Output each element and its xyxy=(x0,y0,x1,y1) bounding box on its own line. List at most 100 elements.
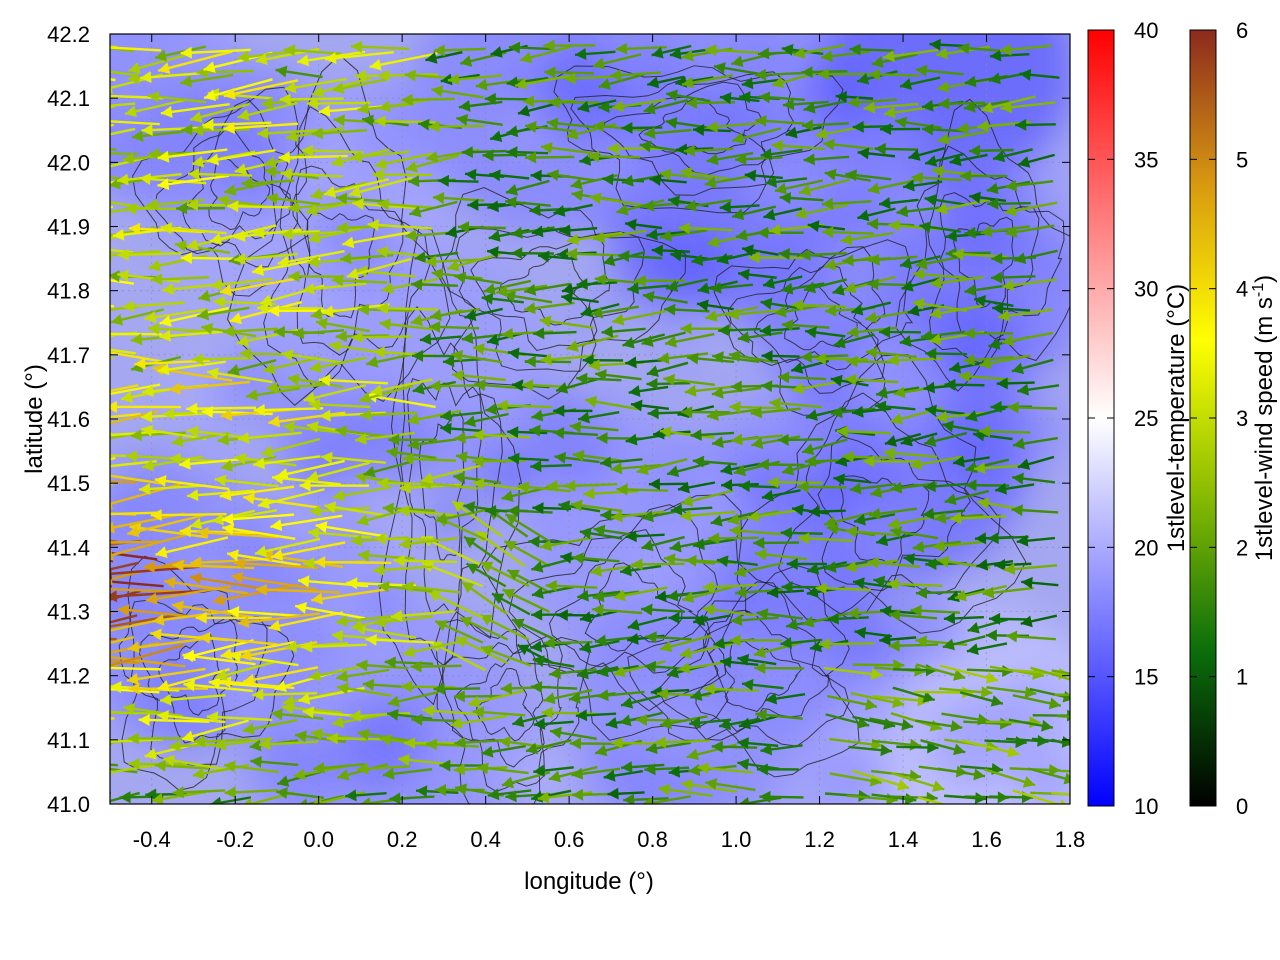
wind-vector xyxy=(920,739,966,756)
wind-vector xyxy=(208,676,279,690)
wind-vector xyxy=(411,713,460,726)
wind-vector xyxy=(369,52,438,71)
wind-vector xyxy=(128,53,188,74)
wind-vector xyxy=(924,480,968,493)
wind-vector xyxy=(271,708,324,721)
wind-vector xyxy=(925,404,965,417)
wind-vector xyxy=(440,409,484,422)
wind-vector xyxy=(756,763,799,776)
wind-vector xyxy=(900,432,938,447)
wind-vector xyxy=(847,96,898,109)
y-tick-label: 41.8 xyxy=(47,279,90,304)
wind-vector xyxy=(570,499,623,513)
wind-vector xyxy=(110,147,117,152)
wind-vector xyxy=(791,299,846,312)
wind-vector xyxy=(147,90,206,104)
wind-vector xyxy=(533,717,574,730)
wind-vector xyxy=(151,790,207,804)
wind-vector xyxy=(814,352,868,365)
wind-vector xyxy=(384,656,434,669)
wind-vector xyxy=(868,253,918,266)
wind-vector xyxy=(1051,669,1070,675)
wind-vector xyxy=(646,75,685,89)
wind-vector xyxy=(852,577,893,590)
wind-vector xyxy=(670,503,713,516)
wind-vector xyxy=(747,508,803,523)
wind-vector xyxy=(543,39,596,52)
wind-vector xyxy=(894,116,942,130)
wind-vector xyxy=(986,686,1037,699)
wind-vector xyxy=(110,180,118,184)
wind-vector xyxy=(259,738,319,751)
wind-vector xyxy=(685,97,736,110)
wind-vector xyxy=(681,585,733,604)
wind-vector xyxy=(157,668,230,692)
wind-vector xyxy=(422,704,482,717)
wind-vector xyxy=(965,458,1010,474)
wind-vector xyxy=(879,633,917,646)
wind-vector xyxy=(591,305,639,319)
wind-vector xyxy=(806,561,848,575)
wind-vector xyxy=(410,660,462,673)
wind-vector xyxy=(431,85,484,99)
wind-vector xyxy=(257,302,324,315)
wind-vector xyxy=(245,387,300,401)
wind-vector xyxy=(174,239,231,254)
wind-vector xyxy=(110,120,160,126)
wind-vector xyxy=(846,355,899,368)
wind-vector xyxy=(110,643,185,667)
wind-vector xyxy=(857,207,896,222)
wind-vector xyxy=(969,144,1014,157)
wind-vector xyxy=(641,603,686,616)
wind-vector xyxy=(576,278,618,291)
wind-vector xyxy=(412,349,456,362)
wind-vector xyxy=(751,435,801,450)
wind-vector xyxy=(206,711,273,724)
x-tick-label: 1.8 xyxy=(1055,827,1086,852)
x-tick-label: 0.2 xyxy=(387,827,418,852)
wind-vector xyxy=(517,481,571,494)
wind-vector xyxy=(719,92,760,105)
wind-vector xyxy=(451,369,506,382)
wind-vector xyxy=(110,767,138,774)
wind-vector xyxy=(599,456,643,469)
x-tick-label: 0.8 xyxy=(637,827,668,852)
wind-vector xyxy=(901,277,941,292)
wind-vector xyxy=(523,301,575,315)
wind-colorbar: 0 1 2 3 4 5 6 1stlevel-wind speed (m s-1) xyxy=(1189,18,1278,819)
colorbar-tick-label: 40 xyxy=(1134,18,1158,43)
wind-vector xyxy=(677,481,716,494)
wind-vector xyxy=(110,474,163,485)
wind-vector xyxy=(1000,101,1056,114)
wind-vector xyxy=(262,356,320,375)
wind-vector xyxy=(342,231,411,249)
wind-vector xyxy=(979,354,1031,370)
wind-vector xyxy=(731,127,782,144)
wind-vector xyxy=(912,268,967,281)
wind-vector xyxy=(625,356,664,369)
wind-vector xyxy=(151,273,209,286)
wind-vector xyxy=(1002,278,1057,292)
wind-vector xyxy=(271,541,346,561)
wind-vector xyxy=(543,688,593,705)
wind-vector xyxy=(731,433,784,446)
wind-vector xyxy=(963,100,1009,113)
wind-vector xyxy=(730,614,779,627)
wind-vector xyxy=(320,451,386,464)
wind-vector xyxy=(815,582,871,595)
wind-vector xyxy=(678,222,733,235)
wind-vector xyxy=(1051,738,1070,746)
wind-vector xyxy=(451,349,503,364)
wind-vector xyxy=(1013,249,1058,265)
wind-vector xyxy=(288,270,344,283)
wind-vector xyxy=(575,709,617,722)
wind-vector xyxy=(820,50,871,63)
wind-vector xyxy=(277,250,345,268)
wind-vector xyxy=(657,352,709,365)
wind-vector xyxy=(1005,224,1055,238)
wind-vector xyxy=(892,686,936,703)
wind-vector xyxy=(807,220,846,233)
y-tick-label: 41.9 xyxy=(47,215,90,240)
wind-vector xyxy=(782,98,829,111)
wind-vector xyxy=(761,349,800,362)
